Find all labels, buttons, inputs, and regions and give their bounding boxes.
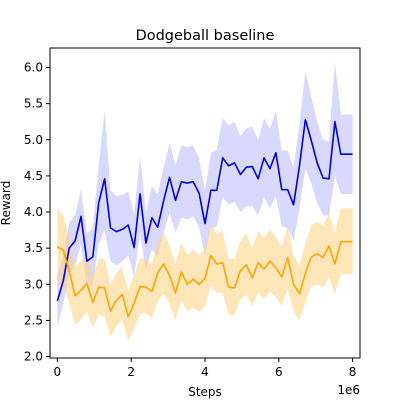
y-axis: 2.0 2.5 3.0 3.5 4.0 4.5 5.0 5.5 6.0	[24, 61, 50, 364]
series-0-band	[57, 61, 353, 327]
x-tick-label: 0	[54, 365, 62, 379]
x-tick-label: 2	[127, 365, 135, 379]
series-1-band	[57, 208, 353, 341]
y-tick-label: 3.0	[24, 277, 43, 291]
y-tick-label: 2.0	[24, 350, 43, 364]
y-axis-label: Reward	[0, 181, 13, 226]
x-axis-label: Steps	[188, 385, 222, 399]
y-tick-label: 2.5	[24, 313, 43, 327]
y-tick-label: 5.5	[24, 97, 43, 111]
y-tick-label: 5.0	[24, 133, 43, 147]
x-tick-label: 8	[349, 365, 357, 379]
series-lines	[56, 118, 353, 318]
series-1-line	[56, 240, 353, 318]
x-axis: 0 2 4 6 8	[54, 358, 357, 379]
y-tick-label: 4.0	[24, 205, 43, 219]
y-tick-label: 4.5	[24, 169, 43, 183]
x-tick-label: 6	[275, 365, 283, 379]
x-axis-offset-label: 1e6	[337, 383, 360, 397]
y-tick-label: 3.5	[24, 241, 43, 255]
confidence-bands	[57, 61, 353, 341]
chart-title: Dodgeball baseline	[136, 28, 275, 44]
x-tick-label: 4	[201, 365, 209, 379]
y-tick-label: 6.0	[24, 61, 43, 75]
series-0-line	[56, 118, 353, 302]
